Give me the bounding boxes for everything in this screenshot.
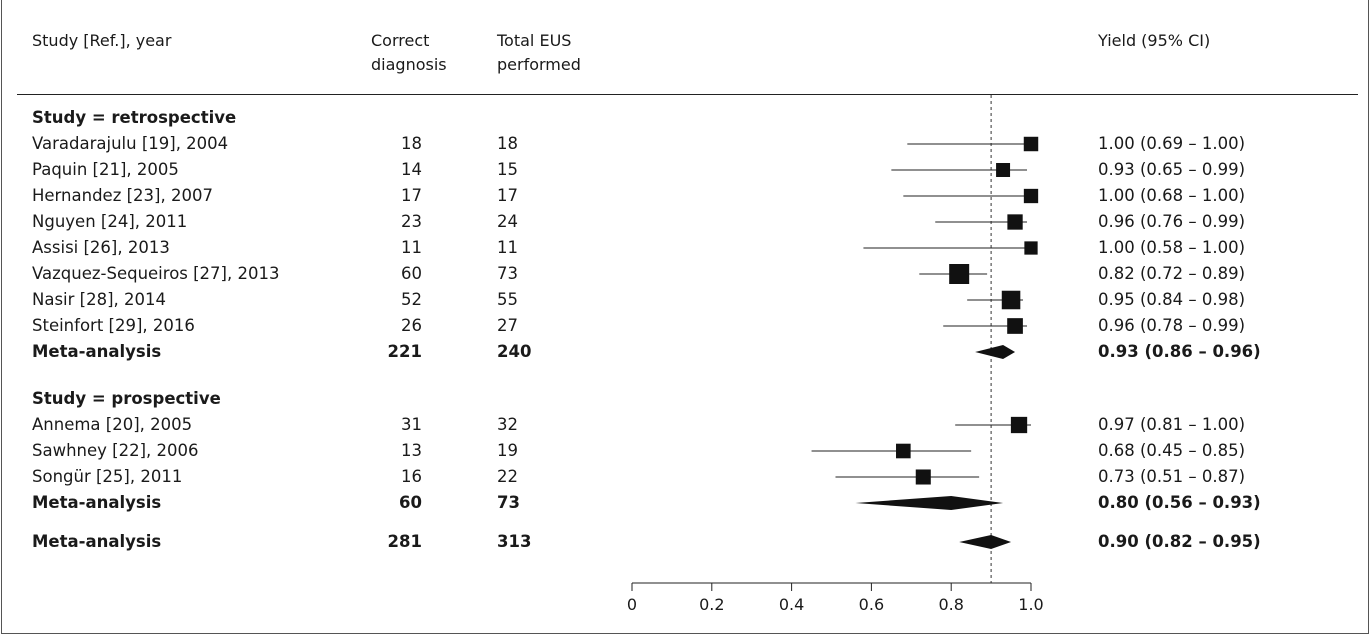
x-tick-label: 1.0 — [1018, 595, 1043, 614]
study-label: Varadarajulu [19], 2004 — [32, 134, 229, 153]
correct-diagnosis-value: 52 — [401, 290, 422, 309]
study-label: Steinfort [29], 2016 — [32, 316, 195, 335]
total-eus-value: 73 — [497, 493, 520, 512]
yield-ci-value: 0.90 (0.82 – 0.95) — [1098, 532, 1261, 551]
total-eus-value: 18 — [497, 134, 518, 153]
yield-ci-value: 0.68 (0.45 – 0.85) — [1098, 441, 1246, 460]
x-tick-label: 0.4 — [779, 595, 804, 614]
correct-diagnosis-value: 221 — [387, 342, 422, 361]
point-estimate-square — [1007, 318, 1023, 334]
meta-analysis-label: Meta-analysis — [32, 493, 162, 512]
correct-diagnosis-value: 16 — [401, 467, 422, 486]
total-eus-value: 55 — [497, 290, 518, 309]
point-estimate-square — [1007, 214, 1023, 230]
summary-diamond — [975, 345, 1016, 359]
group-label: Study = retrospective — [32, 108, 237, 127]
correct-diagnosis-value: 23 — [401, 212, 422, 231]
correct-diagnosis-value: 60 — [399, 493, 422, 512]
point-estimate-square — [915, 469, 931, 485]
study-label: Vazquez-Sequeiros [27], 2013 — [32, 264, 280, 283]
x-tick-label: 0 — [627, 595, 637, 614]
header-total-line2: performed — [497, 55, 581, 74]
correct-diagnosis-value: 31 — [401, 415, 422, 434]
total-eus-value: 15 — [497, 160, 518, 179]
yield-ci-value: 0.93 (0.65 – 0.99) — [1098, 160, 1246, 179]
total-eus-value: 73 — [497, 264, 518, 283]
yield-ci-value: 0.96 (0.76 – 0.99) — [1098, 212, 1246, 231]
study-label: Hernandez [23], 2007 — [32, 186, 213, 205]
yield-ci-value: 1.00 (0.58 – 1.00) — [1098, 238, 1246, 257]
header-rule — [17, 94, 1358, 95]
yield-ci-value: 0.96 (0.78 – 0.99) — [1098, 316, 1246, 335]
correct-diagnosis-value: 60 — [401, 264, 422, 283]
meta-analysis-label: Meta-analysis — [32, 532, 162, 551]
correct-diagnosis-value: 14 — [401, 160, 422, 179]
yield-ci-value: 1.00 (0.69 – 1.00) — [1098, 134, 1246, 153]
point-estimate-square — [996, 163, 1011, 177]
total-eus-value: 32 — [497, 415, 518, 434]
yield-ci-value: 0.80 (0.56 – 0.93) — [1098, 493, 1261, 512]
yield-ci-value: 0.73 (0.51 – 0.87) — [1098, 467, 1246, 486]
header-correct-line1: Correct — [371, 31, 430, 50]
yield-ci-value: 0.93 (0.86 – 0.96) — [1098, 342, 1261, 361]
study-label: Assisi [26], 2013 — [32, 238, 170, 257]
point-estimate-square — [896, 443, 911, 459]
header-correct-diagnosis: Correct diagnosis — [371, 29, 447, 77]
header-correct-line2: diagnosis — [371, 55, 447, 74]
total-eus-value: 17 — [497, 186, 518, 205]
meta-analysis-label: Meta-analysis — [32, 342, 162, 361]
header-study: Study [Ref.], year — [32, 31, 172, 50]
point-estimate-square — [949, 264, 970, 284]
header-yield: Yield (95% CI) — [1098, 31, 1211, 50]
yield-ci-value: 0.97 (0.81 – 1.00) — [1098, 415, 1246, 434]
x-tick-label: 0.8 — [938, 595, 963, 614]
total-eus-value: 313 — [497, 532, 532, 551]
summary-diamond — [959, 535, 1012, 549]
yield-ci-value: 0.95 (0.84 – 0.98) — [1098, 290, 1246, 309]
total-eus-value: 11 — [497, 238, 518, 257]
total-eus-value: 27 — [497, 316, 518, 335]
x-tick-label: 0.6 — [859, 595, 884, 614]
total-eus-value: 240 — [497, 342, 532, 361]
point-estimate-square — [1010, 416, 1028, 434]
study-label: Annema [20], 2005 — [32, 415, 193, 434]
correct-diagnosis-value: 18 — [401, 134, 422, 153]
correct-diagnosis-value: 17 — [401, 186, 422, 205]
total-eus-value: 24 — [497, 212, 518, 231]
correct-diagnosis-value: 281 — [387, 532, 422, 551]
yield-ci-value: 0.82 (0.72 – 0.89) — [1098, 264, 1246, 283]
yield-ci-value: 1.00 (0.68 – 1.00) — [1098, 186, 1246, 205]
x-tick-label: 0.2 — [699, 595, 724, 614]
total-eus-value: 22 — [497, 467, 518, 486]
correct-diagnosis-value: 11 — [401, 238, 422, 257]
study-label: Paquin [21], 2005 — [32, 160, 179, 179]
point-estimate-square — [1023, 188, 1039, 204]
study-label: Songür [25], 2011 — [32, 467, 183, 486]
total-eus-value: 19 — [497, 441, 518, 460]
point-estimate-square — [1024, 241, 1038, 255]
summary-diamond — [855, 496, 1004, 510]
correct-diagnosis-value: 13 — [401, 441, 422, 460]
header-total-line1: Total EUS — [497, 31, 572, 50]
point-estimate-square — [1023, 136, 1039, 152]
header-total-eus: Total EUS performed — [497, 29, 581, 77]
study-label: Nasir [28], 2014 — [32, 290, 167, 309]
study-label: Nguyen [24], 2011 — [32, 212, 188, 231]
point-estimate-square — [1001, 290, 1021, 310]
correct-diagnosis-value: 26 — [401, 316, 422, 335]
study-label: Sawhney [22], 2006 — [32, 441, 199, 460]
group-label: Study = prospective — [32, 389, 221, 408]
